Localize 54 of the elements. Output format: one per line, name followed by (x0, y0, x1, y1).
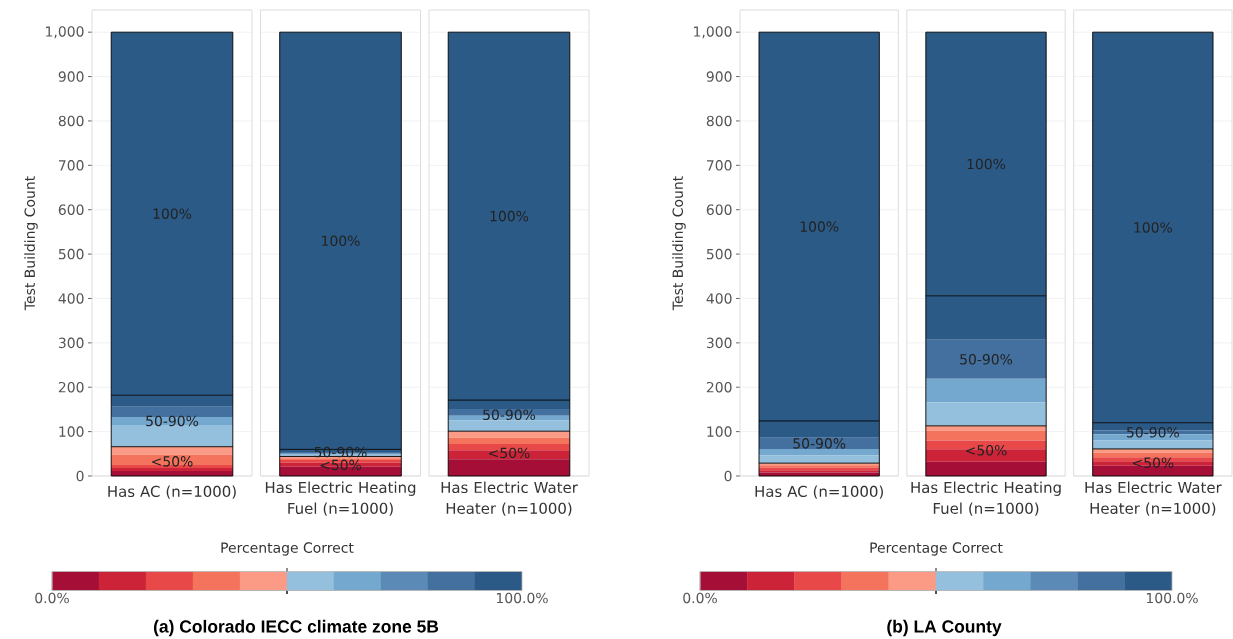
y-tick-label: 500 (706, 248, 732, 260)
y-tick-label: 100 (59, 426, 84, 437)
y-tick-label: 500 (58, 248, 84, 260)
y-tick-label: 700 (59, 160, 84, 171)
text: 100% (490, 210, 529, 222)
y-tick-label: 800 (58, 115, 84, 127)
annotation: <50% (320, 459, 362, 471)
color-bar-title: Percentage Correct (870, 542, 1003, 556)
text: 100% (1134, 222, 1173, 233)
y-tick-label: 100 (707, 426, 732, 437)
y-tick-label: 200 (706, 381, 732, 393)
x-tick-label: Has AC (n=1000) (108, 485, 236, 499)
text: (b) LA County (887, 619, 1002, 637)
series-label: 100% (322, 235, 360, 247)
annotation: <50% (966, 444, 1007, 456)
x-tick-label: Has Electric Heating Fuel (n=1000) (911, 481, 1061, 516)
color-bar-label: 0.0% (683, 592, 717, 604)
y-axis-title: Test Building Count (24, 176, 38, 311)
y-tick-label: 800 (706, 115, 732, 127)
color-bar-label: 100.0% (496, 592, 548, 604)
y-tick-label: 0 (724, 470, 732, 482)
y-tick-label: 300 (58, 337, 84, 349)
annotation: <50% (152, 456, 193, 467)
x-tick-label: Has Electric Water Heater (n=1000) (1085, 481, 1222, 516)
y-axis-title: Test Building Count (672, 176, 686, 311)
text: 100% (800, 221, 839, 232)
y-tick-label: 900 (706, 71, 732, 82)
text: 50-90% (1127, 427, 1179, 438)
annotation: <50% (489, 447, 530, 459)
annotation: <50% (1132, 457, 1174, 468)
y-tick-label: 600 (58, 204, 84, 215)
y-tick-label: 1,000 (694, 26, 732, 39)
color-bar-label: 0.0% (35, 592, 69, 604)
series-label: 100% (967, 158, 1006, 170)
y-tick-label: 400 (706, 293, 732, 304)
y-tick-label: 300 (706, 337, 732, 349)
y-tick-label: 700 (707, 160, 732, 171)
y-tick-label: 400 (58, 293, 84, 304)
y-tick-label: 1,000 (46, 26, 84, 39)
y-tick-label: 600 (706, 204, 732, 215)
annotation: 50-90% (483, 409, 536, 421)
x-tick-label: Has Electric Heating Fuel (n=1000) (265, 481, 416, 516)
series-label: 50-90% (793, 438, 846, 449)
y-tick-label: 0 (76, 470, 84, 482)
text: 50-90% (960, 353, 1013, 365)
text: 100% (153, 208, 192, 219)
x-tick-label: Has Electric Water Heater (n=1000) (441, 481, 578, 516)
color-bar-title: Percentage Correct (221, 542, 354, 556)
text: (a) Colorado IECC climate zone 5B (153, 619, 439, 637)
y-tick-label: 200 (58, 381, 84, 393)
color-bar-label: 100.0% (1146, 592, 1198, 604)
x-tick-label: Has AC (n=1000) (755, 485, 883, 499)
annotation: 50-90% (146, 415, 199, 427)
y-tick-label: 900 (58, 71, 84, 82)
